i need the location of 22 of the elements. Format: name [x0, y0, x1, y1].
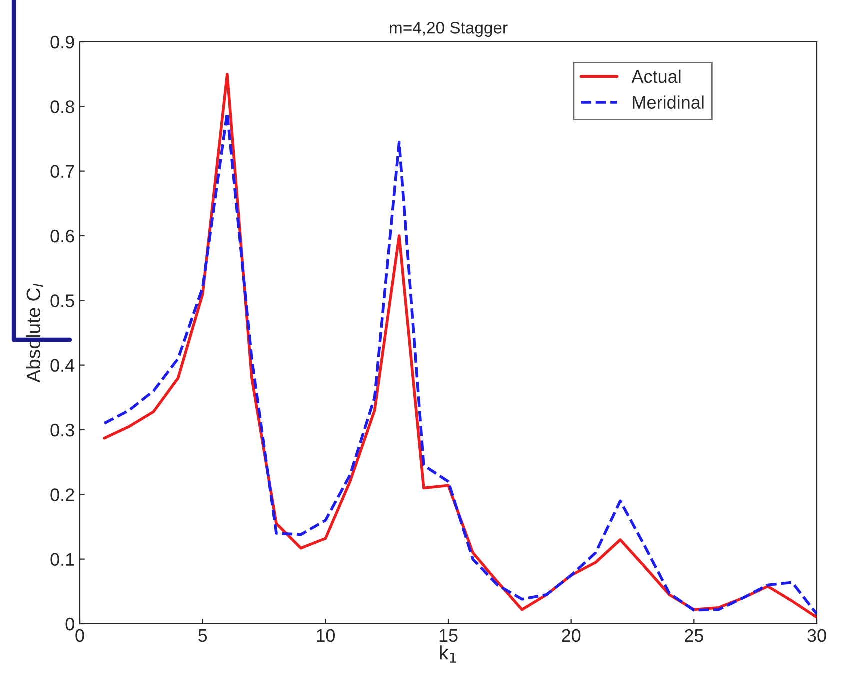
x-tick-label: 20: [562, 629, 581, 642]
y-tick-label: 0.3: [50, 424, 74, 437]
y-tick-label: 0.4: [50, 359, 75, 372]
legend-label: Meridinal: [633, 96, 704, 110]
x-tick-label: 30: [808, 629, 826, 642]
y-axis-title: Absolute C$_{l}$: [26, 284, 44, 383]
x-axis-title: k$_{1}$: [440, 646, 456, 663]
chart-title: m=4,20 Stagger: [390, 22, 508, 38]
y-tick-label: 0.7: [50, 165, 74, 178]
y-tick-label: 0.1: [50, 553, 74, 566]
x-tick-label: 15: [440, 630, 458, 642]
y-tick-label: 0.5: [50, 294, 74, 308]
y-tick-label: 0.6: [50, 230, 74, 243]
x-tick-label: 25: [685, 629, 704, 642]
y-tick-label: 0.9: [50, 36, 74, 49]
y-tick-label: 0: [66, 618, 74, 631]
x-tick-label: 0: [76, 629, 84, 642]
legend-label: Actual: [632, 70, 681, 84]
x-tick-label: 5: [198, 630, 208, 642]
y-tick-label: 0.8: [50, 100, 74, 114]
y-tick-label: 0.2: [50, 488, 74, 502]
x-tick-label: 10: [317, 629, 336, 642]
